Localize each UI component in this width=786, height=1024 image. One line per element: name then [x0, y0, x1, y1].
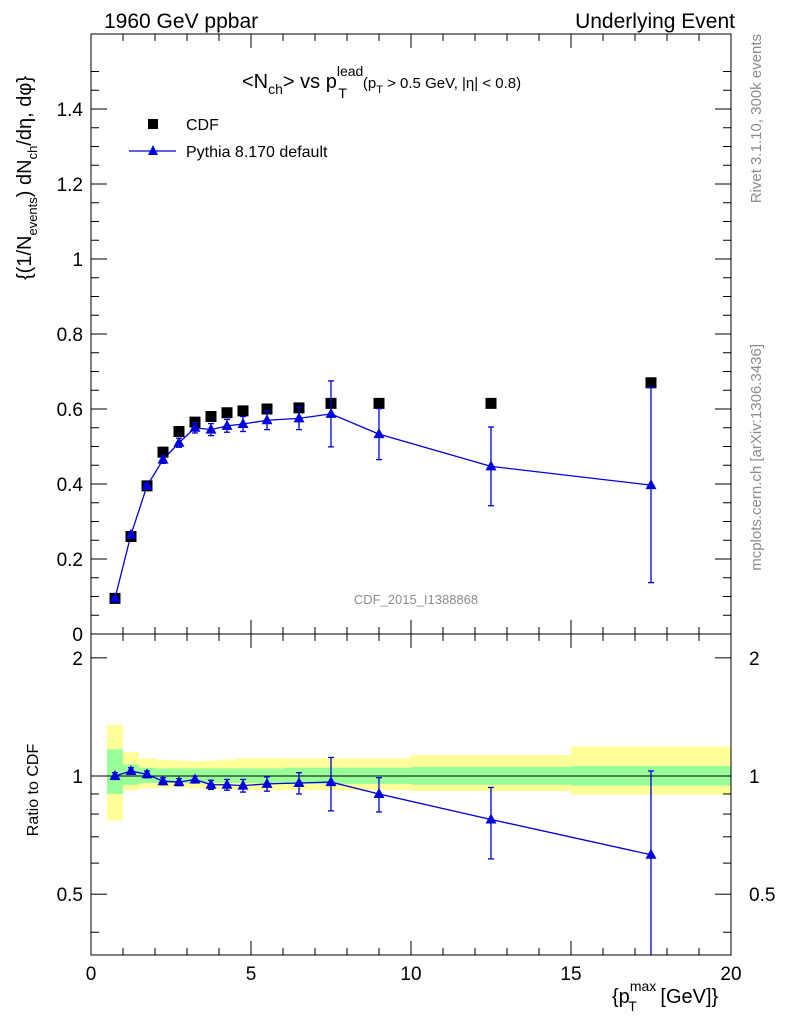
- ratio-xlabel: {pmax T [GeV]}: [612, 978, 719, 1014]
- main-ytick-label: 1.4: [57, 100, 84, 121]
- cdf-point: [205, 411, 217, 422]
- main-ytick-label: 0: [72, 625, 83, 646]
- analysis-id: CDF_2015_I1388868: [354, 592, 478, 607]
- main-ytick-label: 1: [72, 250, 83, 271]
- cdf-point: [485, 397, 497, 409]
- mc-point: [221, 419, 233, 430]
- mc-point: [645, 479, 657, 490]
- ratio-point: [293, 776, 305, 787]
- cdf-point: [373, 397, 385, 409]
- cdf-point: [261, 403, 273, 415]
- cdf-point: [221, 407, 233, 419]
- header-right: Underlying Event: [575, 10, 735, 33]
- mc-line: [114, 413, 652, 599]
- ratio-point: [173, 776, 185, 787]
- ratio-mc-markers: [109, 756, 657, 955]
- cdf-markers: [109, 377, 657, 604]
- cdf-point: [157, 446, 169, 458]
- legend-mc-marker: [148, 145, 158, 155]
- ratio-point: [189, 773, 201, 784]
- header-left: 1960 GeV ppbar: [104, 10, 258, 33]
- mc-point: [205, 423, 217, 434]
- mc-point: [125, 528, 137, 539]
- mc-point: [293, 412, 305, 423]
- legend-mc-label: Pythia 8.170 default: [186, 144, 328, 161]
- ratio-point: [109, 770, 121, 781]
- main-ytick-label: 1.2: [57, 175, 83, 196]
- ratio-panel: 0.5 0.51 12 20 5 10 15 20 Ratio to CDF {pmax T […: [25, 633, 775, 1014]
- ratio-ytick-label-right: 2: [749, 649, 760, 670]
- ratio-bands: [107, 724, 731, 821]
- mc-point: [141, 479, 153, 490]
- ratio-xtick-label: 10: [400, 964, 421, 985]
- ratio-xtick-label: 5: [246, 964, 257, 985]
- ratio-point: [141, 768, 153, 779]
- ratio-point: [157, 775, 169, 786]
- main-ytick-label: 0.4: [57, 475, 84, 496]
- ratio-point: [485, 813, 497, 824]
- ratio-ytick-label: 1: [72, 767, 83, 788]
- ratio-frame: [90, 633, 732, 956]
- mc-point: [261, 414, 273, 425]
- mc-point: [373, 428, 385, 439]
- legend-cdf-marker: [148, 119, 158, 129]
- ratio-point: [237, 779, 249, 790]
- mc-series-line: [114, 413, 652, 599]
- main-ylabel: {(1/Nevents) dNch/dη, dφ}: [14, 76, 40, 280]
- ratio-xtick-label: 15: [560, 964, 581, 985]
- mc-point: [189, 421, 201, 432]
- legend: CDF Pythia 8.170 default: [129, 117, 328, 161]
- main-ytick-label: 0.6: [57, 400, 83, 421]
- cdf-point: [237, 405, 249, 417]
- ratio-ylabel: Ratio to CDF: [25, 744, 42, 837]
- main-panel: 0 0.2 0.4 0.6 0.8 1 1.2 1.4 <Nch> vs plead T(pT …: [14, 33, 732, 646]
- mc-point: [325, 407, 337, 418]
- ratio-point: [125, 764, 137, 775]
- ratio-ytick-label-right: 1: [749, 767, 760, 788]
- legend-cdf-label: CDF: [186, 117, 219, 134]
- ratio-point: [205, 778, 217, 789]
- mc-point: [173, 436, 185, 447]
- ratio-ytick-label: 0.5: [57, 885, 83, 906]
- cdf-point: [645, 377, 657, 389]
- ratio-point: [261, 777, 273, 788]
- mc-point: [237, 418, 249, 428]
- ratio-axis-ticks: 0.5 0.51 12 20 5 10 15 20: [57, 634, 775, 985]
- ratio-ytick-label-right: 0.5: [749, 885, 775, 906]
- ratio-point: [645, 848, 657, 859]
- main-ytick-label: 0.2: [57, 550, 83, 571]
- mcplots-label: mcplots.cern.ch [arXiv:1306.3436]: [748, 344, 765, 571]
- mc-point: [485, 460, 497, 471]
- mc-point: [157, 453, 169, 464]
- ratio-point: [325, 776, 337, 787]
- main-title: <Nch> vs plead T(pT > 0.5 GeV, |η| < 0.8): [242, 63, 521, 101]
- ratio-ytick-label: 2: [72, 649, 83, 670]
- rivet-label: Rivet 3.1.10, 300k events: [748, 34, 765, 203]
- ratio-xtick-label: 0: [86, 964, 97, 985]
- cdf-point: [173, 426, 185, 437]
- mc-markers: [109, 380, 657, 603]
- ratio-point: [221, 778, 233, 789]
- main-ytick-label: 0.8: [57, 325, 83, 346]
- ratio-point: [373, 787, 385, 798]
- mc-point: [109, 592, 121, 603]
- ratio-xtick-label: 20: [720, 964, 741, 985]
